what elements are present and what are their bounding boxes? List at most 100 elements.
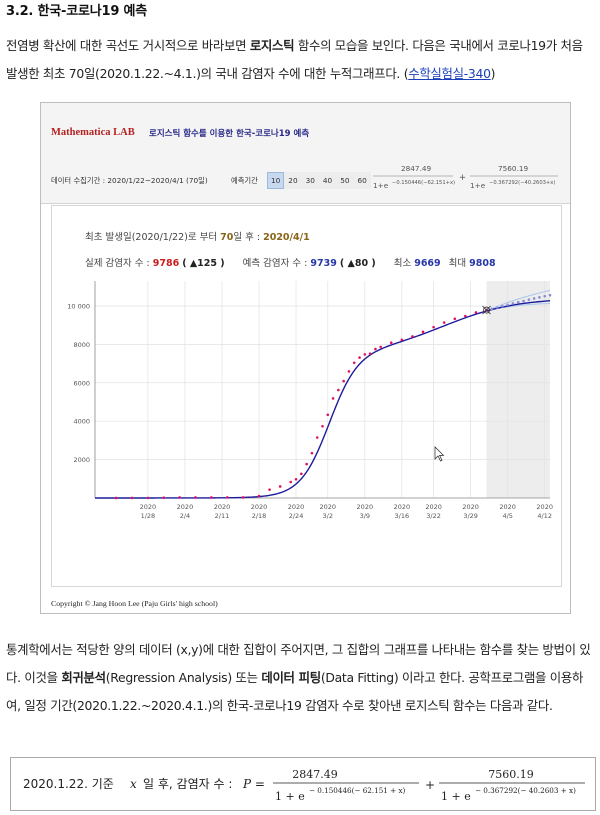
body-bold-regression: 회귀분석: [61, 670, 106, 685]
x-tick-label: 2/18: [252, 512, 267, 520]
fx-plus: +: [459, 173, 466, 183]
observed-point: [389, 341, 393, 345]
predicted-point: [522, 299, 525, 303]
y-tick-label: 4000: [73, 418, 90, 426]
predicted-delta: ( ▲80 ): [339, 258, 376, 269]
observed-point: [453, 317, 457, 321]
elapsed-days: 70: [220, 232, 234, 243]
predicted-point: [501, 304, 504, 308]
body-bold-fitting: 데이터 피팅: [261, 670, 321, 685]
predicted-point: [506, 303, 509, 307]
formula-variable: x: [130, 777, 137, 791]
x-tick-label: 2/24: [289, 512, 304, 520]
observed-point: [347, 370, 351, 373]
x-tick-label: 3/22: [426, 512, 441, 520]
x-tick-year: 2020: [394, 503, 411, 511]
observed-point: [368, 352, 372, 356]
observed-point: [268, 488, 271, 491]
y-tick-label: 6000: [73, 379, 90, 387]
predicted-point: [543, 294, 547, 298]
x-tick-year: 2020: [357, 503, 374, 511]
x-tick-year: 2020: [214, 503, 231, 511]
predict-option-10[interactable]: 10: [267, 172, 285, 189]
predicted-point: [532, 297, 536, 300]
x-tick-year: 2020: [320, 503, 337, 511]
observed-point: [146, 496, 150, 500]
predicted-point: [538, 296, 541, 299]
lab-link[interactable]: 수학실험실-340: [408, 66, 491, 81]
x-tick-label: 1/28: [141, 512, 156, 520]
observed-point: [241, 496, 245, 499]
fx-denominator-2: 1+e: [470, 181, 486, 190]
predicted-point: [527, 298, 531, 301]
formula-plus: +: [425, 778, 435, 792]
predict-option-50[interactable]: 50: [336, 172, 354, 189]
observed-point: [374, 347, 377, 351]
observed-point: [411, 335, 414, 338]
actual-label: 실제 감염자 수 :: [85, 258, 153, 269]
fx-exponent-1: −0.150446(−62.151+x): [392, 180, 455, 186]
predict-option-40[interactable]: 40: [318, 172, 337, 189]
observed-point: [358, 356, 361, 359]
observed-point: [225, 496, 229, 499]
observed-point: [442, 321, 446, 324]
observed-point: [363, 353, 367, 356]
x-tick-label: 3/9: [360, 512, 370, 520]
predict-option-30[interactable]: 30: [301, 172, 319, 189]
y-tick-label: 10 000: [67, 302, 90, 310]
observed-point: [321, 424, 324, 428]
predict-period-label: 예측기간: [231, 176, 258, 185]
x-tick-year: 2020: [177, 503, 194, 511]
data-period-label: 데이터 수집기간 : 2020/1/22~2020/4/1 (70일): [51, 176, 208, 185]
x-tick-label: 4/5: [502, 512, 512, 520]
predicted-point: [516, 300, 520, 304]
fit-function-display: 2847.49 1+e −0.150446(−62.151+x) + 7560.…: [373, 164, 558, 190]
predicted-point: [495, 306, 499, 309]
max-label: 최대: [448, 258, 470, 269]
observed-point: [130, 496, 134, 500]
fx-exponent-2: −0.367292(−40.2603+x): [489, 180, 555, 186]
formula-exponent-1: − 0.150446(− 62.151 + x): [309, 786, 406, 795]
max-value: 9808: [469, 258, 496, 269]
predict-option-60[interactable]: 60: [353, 172, 371, 189]
plot-panel: [51, 205, 562, 587]
observed-point: [421, 330, 425, 334]
predict-period-setter: 10 20 30 40 50 60: [267, 172, 371, 189]
observed-point: [305, 462, 308, 466]
predicted-point: [548, 293, 552, 297]
min-value: 9669: [414, 258, 441, 269]
observed-point: [432, 325, 435, 329]
formula-P: P =: [242, 777, 265, 791]
y-tick-label: 8000: [73, 341, 90, 349]
forecast-region: [486, 281, 550, 498]
body-text-1: 통계학에서는 적당한 양의 데이터 (x,y)에 대한 집합이 주어지면, 그 …: [6, 642, 591, 685]
case-counts-line: 실제 감염자 수 : 9786 ( ▲125 ) 예측 감염자 수 : 9739 …: [85, 255, 496, 269]
elapsed-prefix: 최초 발생일(2020/1/22)로 부터: [85, 232, 221, 243]
copyright-notice: Copyright © Jang Hoon Lee (Paju Girls' h…: [51, 599, 218, 608]
x-tick-year: 2020: [462, 503, 479, 511]
observed-point: [326, 413, 330, 417]
body-text-2: (Regression Analysis) 또는: [105, 670, 262, 685]
current-point-marker: [483, 306, 490, 314]
observed-point: [294, 477, 298, 481]
mouse-cursor-icon: [434, 446, 445, 462]
x-tick-label: 3/2: [323, 512, 333, 520]
observed-point: [474, 311, 478, 314]
formula-prefix: 2020.1.22. 기준: [23, 777, 114, 791]
actual-delta: ( ▲125 ): [182, 258, 225, 269]
observed-point: [162, 496, 166, 499]
observed-point: [400, 338, 404, 342]
formula-denominator-2: 1 + e: [441, 790, 471, 803]
predict-option-20[interactable]: 20: [284, 172, 302, 189]
observed-point: [278, 485, 282, 488]
intro-text-1: 전염병 확산에 대한 곡선도 거시적으로 바라보면: [6, 38, 250, 53]
actual-value: 9786: [152, 258, 180, 269]
current-point-cross-2: [482, 305, 491, 315]
intro-text-3: ): [490, 66, 496, 81]
app-title: 로지스틱 함수를 이용한 한국-코로나19 예측: [149, 129, 310, 139]
formula-denominator-1: 1 + e: [275, 790, 305, 803]
elapsed-date: 2020/4/1: [263, 232, 310, 243]
formula-exponent-2: − 0.367292(− 40.2603 + x): [475, 786, 576, 795]
x-tick-label: 3/16: [395, 512, 410, 520]
